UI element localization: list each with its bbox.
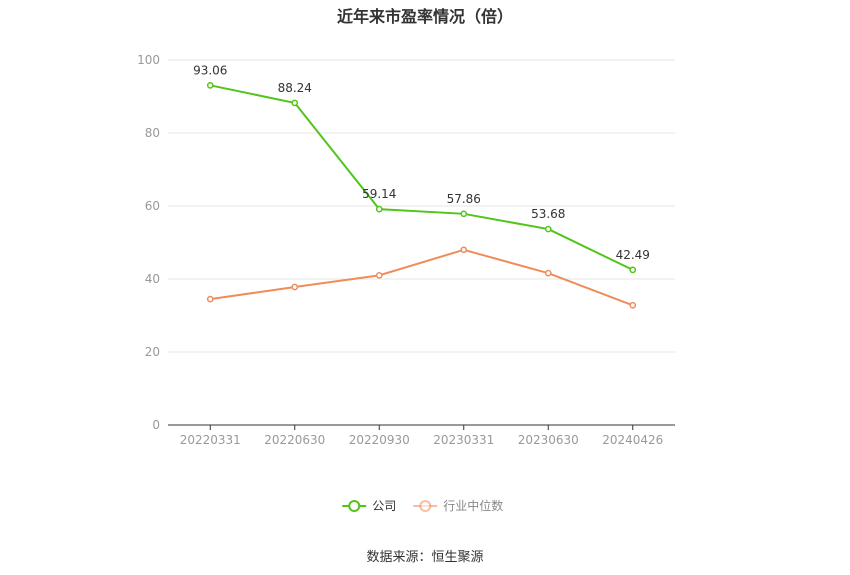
- y-tick-label: 20: [145, 345, 160, 359]
- data-point: [544, 269, 552, 277]
- legend-marker: [348, 500, 361, 512]
- data-point: [206, 81, 214, 89]
- x-tick-label: 20220331: [180, 433, 241, 447]
- y-tick-label: 0: [152, 418, 160, 432]
- data-point: [375, 205, 383, 213]
- y-tick-label: 100: [137, 53, 160, 67]
- data-point: [460, 246, 468, 254]
- data-label: 93.06: [193, 63, 227, 77]
- data-label: 53.68: [531, 207, 565, 221]
- x-tick-label: 20220930: [349, 433, 410, 447]
- data-point: [460, 210, 468, 218]
- legend-item-1: 行业中位数: [413, 498, 503, 513]
- data-point: [629, 301, 637, 309]
- x-tick-label: 20240426: [602, 433, 663, 447]
- x-tick-label: 20230331: [433, 433, 494, 447]
- legend-marker: [419, 500, 432, 512]
- data-label: 88.24: [278, 81, 312, 95]
- data-point: [375, 272, 383, 279]
- data-point: [206, 295, 214, 303]
- legend-item-0: 公司: [342, 499, 396, 513]
- data-source: 数据来源：恒生聚源: [366, 550, 484, 565]
- data-label: 59.14: [362, 187, 396, 201]
- legend-label: 公司: [372, 499, 396, 513]
- x-tick-label: 20230630: [518, 433, 579, 447]
- y-tick-label: 40: [145, 272, 160, 286]
- series-line-1: [210, 248, 634, 307]
- data-point: [291, 283, 299, 291]
- data-label: 42.49: [616, 248, 650, 262]
- chart-title: 近年来市盈率情况（倍）: [336, 7, 513, 26]
- data-point: [629, 266, 637, 274]
- data-label: 57.86: [447, 192, 481, 206]
- x-tick-label: 20220630: [264, 433, 325, 447]
- series-line-0: [210, 84, 634, 271]
- data-point: [291, 99, 299, 107]
- y-tick-label: 60: [145, 199, 160, 213]
- data-point: [544, 225, 552, 233]
- y-tick-label: 80: [145, 126, 160, 140]
- legend-label: 行业中位数: [443, 498, 503, 513]
